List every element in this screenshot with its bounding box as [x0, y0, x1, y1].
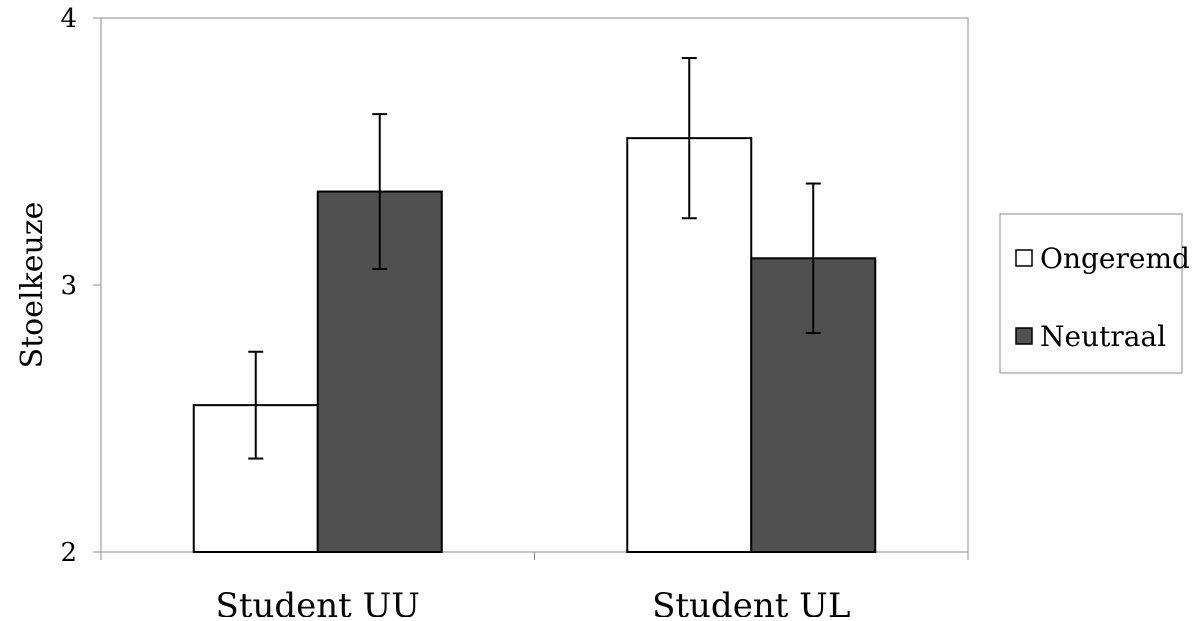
y-tick-label: 2 — [60, 538, 77, 568]
legend-swatch — [1015, 249, 1033, 267]
legend-box — [999, 213, 1183, 374]
bars-group — [192, 137, 877, 554]
y-axis-ticks: 2 3 4 — [60, 4, 101, 568]
y-axis-label: Stoelkeuze — [15, 202, 50, 369]
legend: Ongeremd Neutraal — [999, 213, 1190, 374]
x-category-label: Student UL — [652, 586, 850, 617]
y-tick-label: 3 — [60, 271, 77, 301]
legend-label: Neutraal — [1040, 320, 1166, 353]
x-category-label: Student UU — [216, 586, 420, 617]
error-bars-group — [248, 57, 821, 460]
legend-swatch — [1015, 327, 1033, 345]
y-tick-label: 4 — [60, 4, 77, 34]
legend-label: Ongeremd — [1040, 242, 1190, 275]
x-axis-ticks: Student UU Student UL — [100, 552, 969, 621]
